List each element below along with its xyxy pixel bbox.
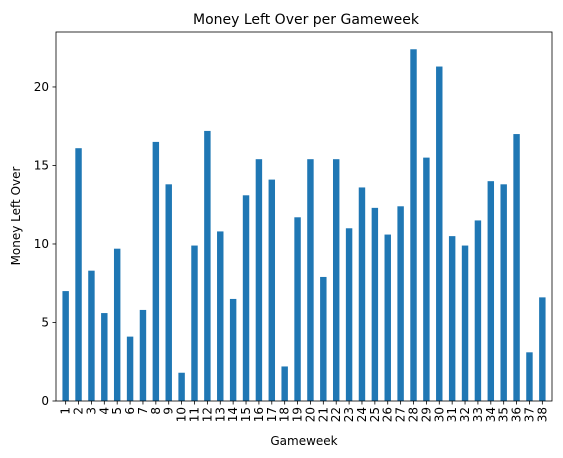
x-axis: 1234567891011121314151617181920212223242… [59, 401, 549, 422]
bar-gameweek-14 [229, 298, 237, 401]
bar-gameweek-1 [62, 291, 69, 401]
bars-group [62, 49, 546, 402]
bar-gameweek-38 [539, 297, 546, 401]
bar-gameweek-7 [139, 309, 147, 401]
bar-gameweek-4 [101, 313, 108, 401]
x-tick-label: 22 [329, 407, 343, 422]
x-tick-label: 19 [291, 407, 305, 422]
bar-gameweek-30 [436, 66, 443, 401]
bar-gameweek-15 [242, 195, 250, 401]
bar-gameweek-19 [294, 217, 301, 401]
x-tick-label: 5 [110, 407, 124, 415]
bar-gameweek-2 [75, 148, 82, 401]
bar-gameweek-31 [448, 236, 456, 401]
x-tick-label: 32 [458, 407, 472, 422]
bar-gameweek-32 [461, 245, 469, 401]
y-tick-label: 0 [41, 394, 49, 408]
bar-gameweek-5 [113, 248, 121, 401]
bar-gameweek-21 [320, 276, 327, 401]
bar-gameweek-28 [410, 49, 417, 402]
x-tick-label: 34 [484, 407, 498, 422]
x-tick-label: 16 [252, 407, 266, 422]
y-tick-label: 10 [34, 237, 49, 251]
bar-gameweek-13 [217, 231, 224, 401]
x-tick-label: 9 [162, 407, 176, 415]
x-tick-label: 2 [72, 407, 86, 415]
x-tick-label: 8 [149, 407, 163, 415]
x-tick-label: 6 [123, 407, 137, 415]
bar-gameweek-12 [204, 130, 211, 402]
x-tick-label: 36 [510, 407, 524, 422]
x-tick-label: 11 [187, 407, 201, 422]
bar-gameweek-11 [191, 245, 198, 401]
x-tick-label: 23 [342, 407, 356, 422]
bar-gameweek-8 [152, 141, 160, 401]
x-tick-label: 27 [394, 407, 408, 422]
x-tick-label: 26 [381, 407, 395, 422]
y-tick-label: 15 [34, 158, 49, 172]
x-tick-label: 35 [497, 407, 511, 422]
x-tick-label: 17 [265, 407, 279, 422]
bar-gameweek-25 [371, 207, 379, 401]
x-tick-label: 13 [213, 407, 227, 422]
bar-gameweek-17 [268, 179, 276, 401]
x-tick-label: 12 [200, 407, 214, 422]
y-axis: 0 5 10 15 20 [34, 80, 56, 408]
bar-gameweek-22 [332, 159, 340, 401]
x-tick-label: 1 [59, 407, 73, 415]
bar-gameweek-24 [358, 187, 366, 401]
x-tick-label: 7 [136, 407, 150, 415]
chart-title: Money Left Over per Gameweek [193, 12, 420, 28]
bar-gameweek-29 [423, 157, 430, 401]
x-tick-label: 31 [445, 407, 459, 422]
x-tick-label: 14 [226, 407, 240, 422]
bar-gameweek-23 [345, 228, 353, 401]
x-tick-label: 25 [368, 407, 382, 422]
x-tick-label: 3 [84, 407, 98, 415]
x-tick-label: 4 [97, 407, 111, 415]
bar-gameweek-20 [307, 159, 314, 401]
x-tick-label: 37 [522, 407, 536, 422]
x-tick-label: 30 [432, 407, 446, 422]
bar-gameweek-18 [281, 366, 288, 401]
bar-gameweek-37 [526, 352, 533, 401]
bar-gameweek-16 [255, 159, 263, 401]
x-tick-label: 20 [303, 407, 317, 422]
x-tick-label: 18 [278, 407, 292, 422]
bar-gameweek-36 [513, 134, 520, 401]
bar-gameweek-35 [500, 184, 507, 401]
y-axis-label: Money Left Over [9, 167, 23, 266]
x-tick-label: 15 [239, 407, 253, 422]
x-tick-label: 38 [535, 407, 549, 422]
x-tick-label: 28 [407, 407, 421, 422]
x-tick-label: 24 [355, 407, 369, 422]
x-tick-label: 33 [471, 407, 485, 422]
bar-gameweek-9 [165, 184, 172, 401]
x-tick-label: 10 [175, 407, 189, 422]
bar-gameweek-10 [178, 372, 185, 401]
x-axis-label: Gameweek [270, 434, 337, 448]
y-tick-label: 5 [41, 315, 49, 329]
bar-gameweek-26 [384, 234, 391, 401]
x-tick-label: 21 [316, 407, 330, 422]
bar-gameweek-6 [126, 336, 134, 401]
bar-gameweek-27 [397, 206, 404, 401]
bar-gameweek-33 [474, 220, 482, 401]
bar-gameweek-3 [88, 270, 95, 401]
axes-frame [55, 31, 553, 402]
bar-gameweek-34 [487, 181, 495, 401]
x-tick-label: 29 [419, 407, 433, 422]
y-tick-label: 20 [34, 80, 49, 94]
